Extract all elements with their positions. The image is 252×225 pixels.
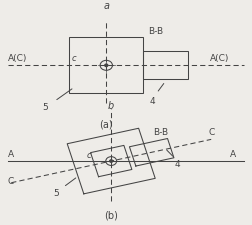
- Text: 4: 4: [174, 160, 180, 169]
- Text: B-B: B-B: [148, 27, 163, 36]
- Text: (b): (b): [104, 211, 118, 221]
- Text: A: A: [230, 150, 236, 159]
- Text: A(C): A(C): [210, 54, 229, 63]
- Text: A(C): A(C): [8, 54, 27, 63]
- Bar: [143, 51, 187, 79]
- Text: c: c: [72, 54, 76, 63]
- Text: (a): (a): [100, 119, 113, 129]
- Text: C: C: [8, 177, 14, 186]
- Bar: [69, 37, 143, 93]
- Text: a: a: [103, 2, 109, 11]
- Text: 5: 5: [42, 103, 48, 112]
- Text: B-B: B-B: [153, 128, 168, 137]
- Text: 5: 5: [53, 189, 59, 198]
- Text: c: c: [87, 151, 91, 160]
- Circle shape: [105, 64, 108, 67]
- Text: A: A: [8, 150, 14, 159]
- Circle shape: [110, 160, 113, 162]
- Text: C: C: [209, 128, 215, 137]
- Text: 4: 4: [149, 97, 155, 106]
- Text: b: b: [108, 101, 114, 111]
